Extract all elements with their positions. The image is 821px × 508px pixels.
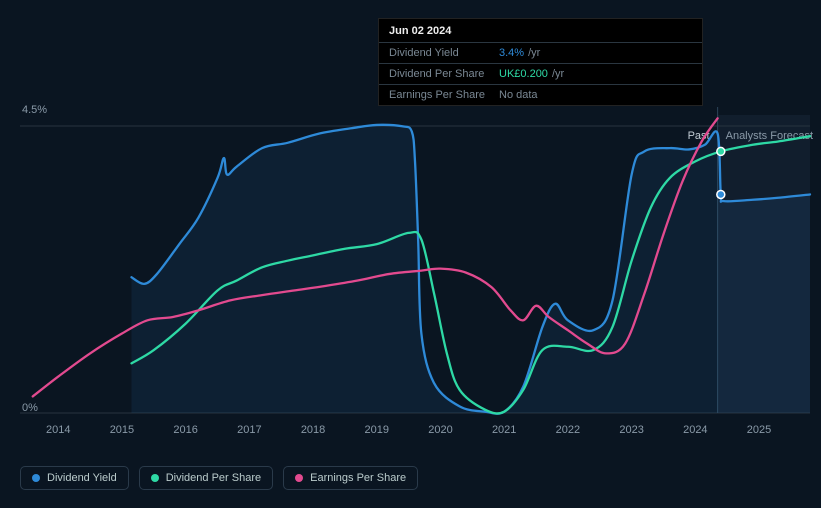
- tooltip-row-unit: /yr: [528, 47, 540, 59]
- svg-text:4.5%: 4.5%: [22, 104, 47, 116]
- tooltip-row-value: 3.4%: [499, 47, 524, 59]
- legend-dot-icon: [32, 474, 40, 482]
- svg-text:2024: 2024: [683, 424, 707, 436]
- svg-text:2016: 2016: [173, 424, 197, 436]
- tooltip-row-value: UK£0.200: [499, 68, 548, 80]
- svg-text:2021: 2021: [492, 424, 516, 436]
- legend-dot-icon: [151, 474, 159, 482]
- legend-label: Dividend Yield: [47, 472, 117, 484]
- tooltip-row-label: Dividend Yield: [389, 47, 499, 59]
- dividend-chart: 4.5% 0% 2014 2015 2016 2017 2018 2019 2020 2021 20…: [0, 0, 821, 508]
- svg-text:2014: 2014: [46, 424, 70, 436]
- svg-text:2017: 2017: [237, 424, 261, 436]
- legend-dot-icon: [295, 474, 303, 482]
- svg-text:2025: 2025: [747, 424, 771, 436]
- svg-text:2019: 2019: [365, 424, 389, 436]
- chart-tooltip: Jun 02 2024 Dividend Yield3.4%/yrDividen…: [378, 18, 703, 106]
- tooltip-row: Earnings Per ShareNo data: [379, 85, 702, 105]
- svg-text:2020: 2020: [428, 424, 452, 436]
- tooltip-row-value: No data: [499, 89, 538, 101]
- tooltip-row: Dividend Yield3.4% /yr: [379, 43, 702, 64]
- tooltip-date: Jun 02 2024: [379, 19, 702, 43]
- svg-text:2022: 2022: [556, 424, 580, 436]
- svg-text:2023: 2023: [619, 424, 643, 436]
- tooltip-row-unit: /yr: [552, 68, 564, 80]
- legend: Dividend Yield Dividend Per Share Earnings…: [20, 466, 418, 490]
- svg-text:0%: 0%: [22, 402, 38, 414]
- svg-text:Analysts Forecast: Analysts Forecast: [726, 130, 813, 142]
- legend-chip[interactable]: Earnings Per Share: [283, 466, 418, 490]
- legend-label: Earnings Per Share: [310, 472, 406, 484]
- tooltip-row-label: Dividend Per Share: [389, 68, 499, 80]
- legend-chip[interactable]: Dividend Yield: [20, 466, 129, 490]
- tooltip-row: Dividend Per ShareUK£0.200/yr: [379, 64, 702, 85]
- svg-text:2015: 2015: [110, 424, 134, 436]
- svg-text:2018: 2018: [301, 424, 325, 436]
- legend-label: Dividend Per Share: [166, 472, 261, 484]
- legend-chip[interactable]: Dividend Per Share: [139, 466, 273, 490]
- tooltip-row-label: Earnings Per Share: [389, 89, 499, 101]
